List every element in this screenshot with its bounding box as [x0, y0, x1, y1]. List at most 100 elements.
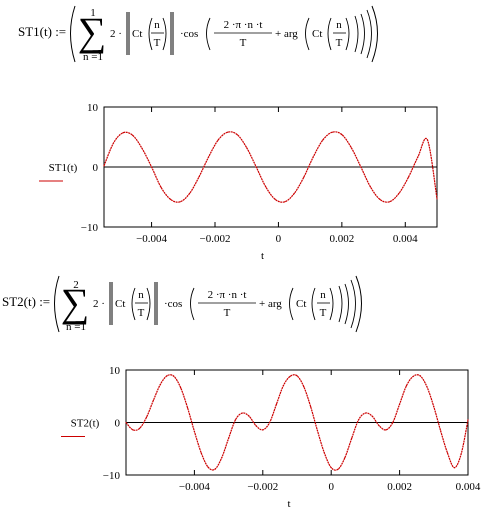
sigma-icon: ∑: [78, 9, 107, 54]
y-tick-label: −10: [81, 222, 99, 234]
data-point: [453, 467, 455, 469]
y-tick-label: 10: [109, 365, 121, 377]
data-point: [170, 198, 172, 200]
data-point: [341, 134, 343, 136]
paren-icon: [350, 279, 356, 329]
chart-st2: 10 0 −10 −0.004 −0.002 0 0.002 0.004 t ST2(t): [0, 360, 498, 511]
data-point: [180, 387, 182, 389]
data-point: [112, 142, 115, 144]
data-point: [436, 198, 438, 200]
paren-icon: [162, 17, 167, 51]
cos-arg-denominator: T: [224, 307, 231, 319]
paren-icon: [366, 9, 372, 59]
x-tick-label: −0.002: [200, 233, 231, 245]
data-point: [125, 421, 127, 424]
x-tick-label: 0.002: [387, 481, 412, 493]
data-point: [392, 421, 394, 424]
data-point: [364, 412, 366, 414]
sum-upper: 1: [90, 7, 96, 19]
data-point: [360, 166, 362, 168]
data-point: [407, 176, 410, 178]
formula-lhs: ST2(t) :=: [2, 294, 50, 309]
paren-icon: [305, 17, 310, 51]
sum-lower: n =1: [66, 321, 86, 333]
series-line: [103, 131, 438, 203]
data-point: [316, 430, 319, 432]
data-point: [186, 407, 189, 409]
data-point: [357, 419, 360, 421]
data-point: [246, 147, 248, 149]
paren-icon: [371, 5, 378, 63]
y-tick-label: −10: [103, 470, 121, 482]
data-point: [322, 139, 324, 141]
data-point: [198, 176, 200, 178]
data-point: [265, 186, 267, 188]
data-point: [236, 134, 238, 136]
data-point: [166, 375, 168, 377]
data-point: [179, 201, 181, 203]
data-point: [289, 375, 291, 377]
data-point: [284, 201, 286, 203]
x-tick-label: 0.004: [393, 233, 418, 245]
data-point: [200, 452, 202, 454]
frac-denominator: T: [320, 307, 327, 319]
paren-icon: [345, 17, 350, 51]
paren-icon: [190, 287, 195, 321]
data-point: [399, 403, 401, 405]
plus-arg: + arg: [259, 298, 282, 310]
data-point: [139, 427, 141, 429]
data-point: [405, 385, 408, 387]
data-point: [132, 429, 134, 431]
data-point: [331, 131, 333, 133]
data-point: [122, 132, 124, 134]
chart-st1: 10 0 −10 −0.004 −0.002 0 0.002 0.004 t ST1(t): [0, 95, 498, 265]
data-point: [217, 139, 219, 141]
x-tick-label: 0.004: [456, 481, 481, 493]
y-axis-label: ST1(t): [49, 162, 78, 174]
formula-st2: ST2(t) := 2 ∑ n =1 2 · Ct n T ·cos 2 ·π …: [0, 270, 498, 340]
data-point: [141, 147, 143, 149]
y-axis-label: ST2(t): [71, 418, 100, 430]
paren-icon: [206, 17, 211, 51]
data-point: [337, 468, 339, 470]
data-point: [228, 437, 230, 439]
frac-denominator: T: [138, 307, 145, 319]
data-point: [293, 192, 295, 194]
y-tick-label: 0: [115, 418, 121, 430]
data-point: [369, 186, 371, 188]
data-point: [227, 131, 229, 133]
data-point: [312, 156, 314, 158]
data-point: [221, 457, 223, 459]
arg-function: Ct: [312, 28, 322, 40]
x-tick-label: −0.004: [136, 233, 167, 245]
data-point: [275, 403, 278, 405]
data-point: [419, 375, 421, 377]
sigma-icon: ∑: [61, 280, 90, 325]
paren-icon: [311, 287, 316, 321]
data-point: [248, 415, 250, 417]
data-point: [433, 406, 435, 408]
data-point: [234, 419, 237, 421]
paren-icon: [344, 283, 349, 325]
paren-icon: [146, 287, 151, 321]
data-point: [344, 457, 346, 459]
x-tick-label: 0: [276, 233, 282, 245]
sum-lower: n =1: [83, 51, 103, 63]
data-point: [173, 375, 175, 377]
data-point: [274, 198, 276, 200]
data-point: [159, 384, 161, 386]
paren-icon: [54, 275, 60, 333]
data-point: [145, 416, 148, 418]
frac-numerator: n: [320, 289, 326, 301]
data-point: [371, 415, 373, 417]
data-point: [208, 156, 210, 158]
paren-icon: [148, 17, 153, 51]
plus-arg: + arg: [275, 28, 298, 40]
data-point: [152, 399, 154, 402]
data-point: [282, 385, 284, 387]
paren-icon: [70, 5, 76, 63]
data-point: [388, 201, 391, 203]
data-point: [379, 198, 381, 200]
data-point: [440, 430, 442, 432]
paren-icon: [355, 275, 362, 333]
